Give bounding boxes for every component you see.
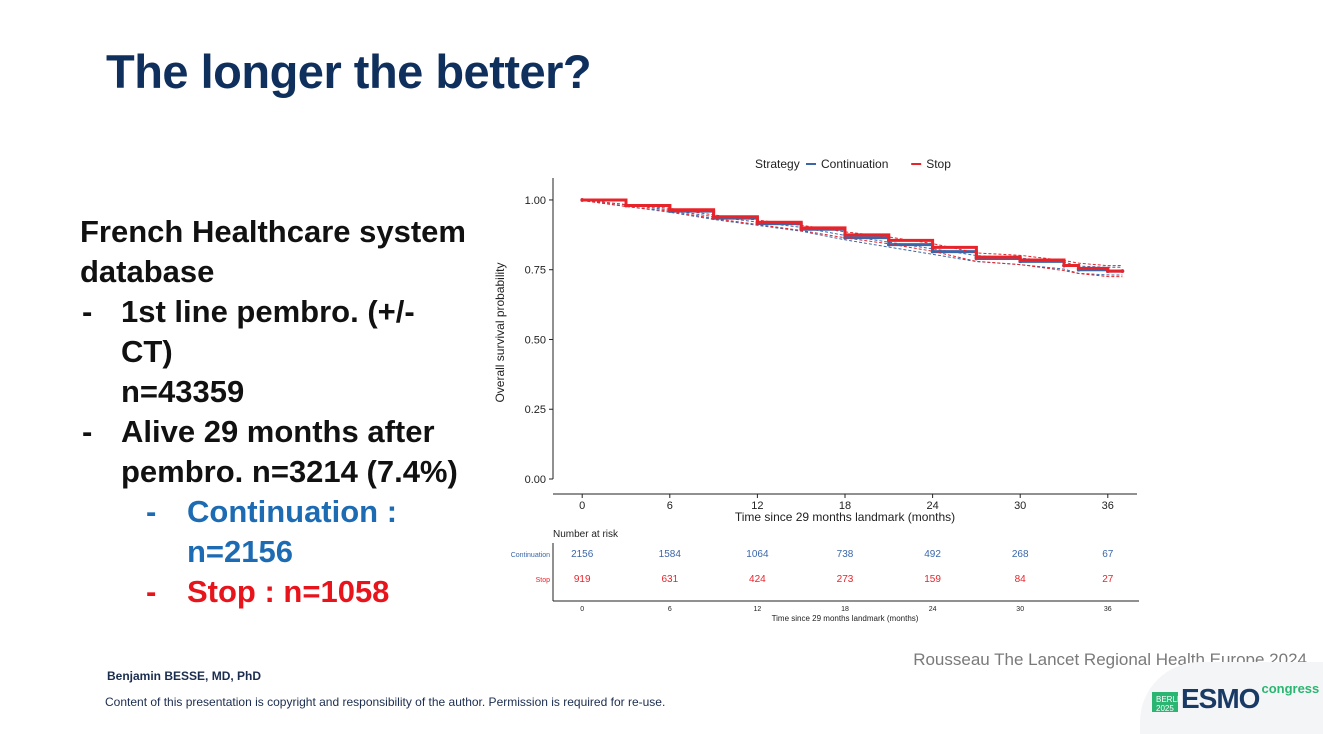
- x-tick-label: 24: [926, 500, 938, 512]
- x-tick-label: 36: [1102, 500, 1114, 512]
- data-point-stop: [624, 203, 628, 208]
- y-tick-label: 0.00: [525, 474, 546, 486]
- risk-count-continuation: 1064: [746, 549, 769, 560]
- author-name: Benjamin BESSE, MD, PhD: [107, 669, 262, 683]
- risk-count-stop: 424: [749, 574, 766, 585]
- esmo-logo: BERLIN 2025 ESMO congress: [1152, 681, 1319, 714]
- y-tick-label: 0.75: [525, 265, 546, 277]
- risk-x-tick-label: 24: [929, 606, 937, 613]
- risk-count-continuation: 492: [924, 549, 941, 560]
- x-tick-label: 12: [751, 500, 763, 512]
- data-point-stop: [755, 220, 760, 225]
- risk-count-stop: 919: [574, 574, 591, 585]
- risk-x-tick-label: 0: [580, 606, 584, 613]
- summary-text: French Healthcare system database 1st li…: [80, 212, 470, 612]
- sub-bullet-continuation-n: n=2156: [187, 534, 294, 569]
- logo-city: BERLIN: [1156, 695, 1185, 704]
- risk-count-stop: 273: [837, 574, 854, 585]
- logo-suffix: congress: [1261, 681, 1320, 696]
- ci-lower-stop: [582, 200, 1123, 278]
- y-tick-label: 1.00: [525, 195, 546, 207]
- x-axis-title: Time since 29 months landmark (months): [735, 510, 955, 524]
- risk-x-tick-label: 30: [1016, 606, 1024, 613]
- y-axis-title: Overall survival probability: [493, 262, 507, 402]
- risk-count-continuation: 268: [1012, 549, 1029, 560]
- summary-line2: database: [80, 254, 215, 289]
- summary-line1: French Healthcare system: [80, 214, 466, 249]
- data-point-stop: [799, 226, 803, 230]
- logo-year: 2025: [1156, 704, 1174, 713]
- y-tick-label: 0.25: [525, 404, 546, 416]
- risk-table-title: Number at risk: [553, 529, 619, 540]
- bullet-2b: pembro. n=3214 (7.4%): [121, 454, 458, 489]
- sub-bullet-continuation: Continuation :: [80, 492, 470, 532]
- slide-title: The longer the better?: [106, 45, 592, 98]
- ci-lower-continuation: [582, 200, 1123, 276]
- risk-x-tick-label: 6: [668, 606, 672, 613]
- data-point-stop: [668, 207, 672, 212]
- risk-count-continuation: 2156: [571, 549, 594, 560]
- sub-bullet-stop: Stop : n=1058: [80, 572, 470, 612]
- data-point-stop: [887, 238, 891, 243]
- risk-row-label-stop: Stop: [536, 577, 551, 584]
- x-tick-label: 6: [667, 500, 673, 512]
- risk-count-stop: 159: [924, 574, 941, 585]
- risk-count-continuation: 67: [1102, 549, 1114, 560]
- km-chart: Strategy Continuation Stop 0.00 0.25 0.50 0.75…: [480, 140, 1160, 630]
- data-point-stop: [843, 233, 847, 237]
- data-point-stop: [1106, 269, 1110, 273]
- legend-title: Strategy: [755, 157, 800, 171]
- risk-x-tick-label: 36: [1104, 606, 1112, 613]
- bullet-1b: n=43359: [121, 374, 245, 409]
- x-tick-label: 18: [839, 500, 851, 512]
- data-point-stop: [580, 198, 584, 202]
- x-tick-label: 30: [1014, 500, 1026, 512]
- data-point-stop: [711, 214, 716, 219]
- data-point-stop: [1076, 266, 1081, 271]
- risk-count-stop: 84: [1015, 574, 1027, 585]
- logo-city-badge: BERLIN 2025: [1152, 692, 1185, 713]
- legend-label-continuation: Continuation: [821, 157, 888, 171]
- risk-x-tick-label: 12: [754, 606, 762, 613]
- copyright-notice: Content of this presentation is copyrigh…: [105, 695, 666, 709]
- risk-x-axis-title: Time since 29 months landmark (months): [772, 614, 919, 623]
- legend-label-stop: Stop: [926, 157, 951, 171]
- x-tick-label: 0: [579, 500, 585, 512]
- data-point-stop: [1120, 269, 1125, 273]
- data-point-stop: [1062, 263, 1066, 268]
- km-chart-svg: Strategy Continuation Stop 0.00 0.25 0.50 0.75…: [493, 157, 1139, 623]
- data-point-continuation: [887, 242, 891, 247]
- curve-stop: [582, 198, 1123, 273]
- data-point-stop: [1018, 258, 1022, 262]
- data-point-stop: [930, 245, 935, 250]
- bullet-2a: Alive 29 months after: [80, 412, 470, 452]
- data-point-continuation: [930, 249, 935, 254]
- data-point-stop: [974, 255, 979, 259]
- y-tick-label: 0.50: [525, 334, 546, 346]
- risk-row-label-continuation: Continuation: [511, 552, 550, 559]
- risk-count-stop: 27: [1102, 574, 1114, 585]
- risk-count-stop: 631: [661, 574, 678, 585]
- risk-count-continuation: 1584: [659, 549, 682, 560]
- ci-upper-stop: [582, 199, 1123, 267]
- logo-brand: ESMO: [1181, 683, 1260, 714]
- risk-x-tick-label: 18: [841, 606, 849, 613]
- risk-count-continuation: 738: [837, 549, 854, 560]
- bullet-1a: 1st line pembro. (+/- CT): [80, 292, 470, 372]
